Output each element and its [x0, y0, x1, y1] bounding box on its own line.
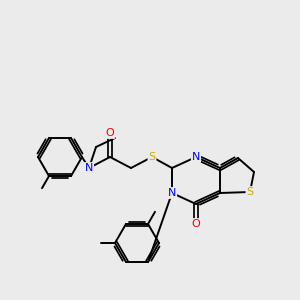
Text: N: N: [192, 152, 200, 162]
Text: O: O: [106, 128, 114, 138]
Text: O: O: [192, 219, 200, 229]
Text: S: S: [148, 152, 156, 162]
Text: N: N: [168, 188, 176, 198]
Text: S: S: [246, 187, 254, 197]
Text: N: N: [85, 163, 93, 173]
